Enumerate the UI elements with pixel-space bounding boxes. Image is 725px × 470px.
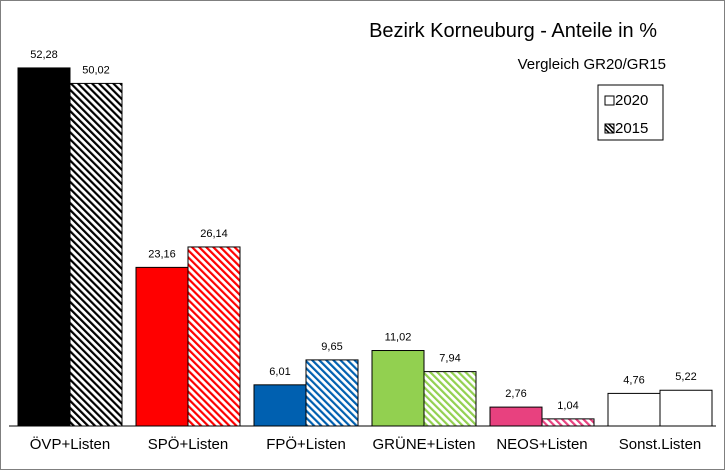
legend-swatch-2020 [604, 95, 615, 106]
data-label-neos-listen-2020: 2,76 [505, 388, 526, 400]
bar-fpö-listen-2015 [305, 359, 359, 427]
data-label-grüne-listen-2015: 7,94 [439, 353, 460, 365]
x-tick-label-övp-listen: ÖVP+Listen [30, 435, 110, 453]
data-label-sonst-listen-2015: 5,22 [675, 371, 696, 383]
bar-neos-listen-2020 [489, 406, 543, 427]
bar-fpö-listen-2020 [253, 384, 307, 427]
x-tick-label-fpö-listen: FPÖ+Listen [266, 435, 346, 453]
data-label-övp-listen-2015: 50,02 [82, 64, 110, 76]
x-tick-label-neos-listen: NEOS+Listen [496, 436, 587, 453]
x-tick-label-grüne-listen: GRÜNE+Listen [373, 435, 476, 453]
bar-övp-listen-2020 [17, 67, 71, 427]
chart-subtitle: Vergleich GR20/GR15 [518, 56, 666, 73]
bar-grüne-listen-2020 [371, 350, 425, 427]
data-label-spö-listen-2015: 26,14 [200, 228, 228, 240]
bar-spö-listen-2020 [135, 266, 189, 427]
data-label-fpö-listen-2015: 9,65 [321, 341, 342, 353]
bar-neos-listen-2015 [541, 418, 595, 427]
bar-spö-listen-2015 [187, 246, 241, 427]
legend-swatch-2015 [604, 123, 615, 134]
bars-group: 52,28 50,02 23,16 26,14 6,01 9,65 11,02 7,94 2,7… [17, 49, 713, 427]
data-label-övp-listen-2020: 52,28 [30, 49, 58, 61]
bar-grüne-listen-2015 [423, 371, 477, 427]
legend-label-2015: 2015 [615, 120, 648, 137]
bar-sonst-listen-2020 [607, 392, 661, 427]
data-label-neos-listen-2015: 1,04 [557, 400, 578, 412]
legend-label-2020: 2020 [615, 92, 648, 109]
x-tick-label-sonst-listen: Sonst.Listen [619, 436, 702, 453]
chart-title: Bezirk Korneuburg - Anteile in % [369, 20, 657, 42]
legend: 2020 2015 [597, 84, 664, 141]
data-label-sonst-listen-2020: 4,76 [623, 374, 644, 386]
bar-sonst-listen-2015 [659, 389, 713, 427]
data-label-fpö-listen-2020: 6,01 [269, 366, 290, 378]
bar-övp-listen-2015 [69, 82, 123, 427]
data-label-grüne-listen-2020: 11,02 [385, 332, 412, 344]
x-tick-label-spö-listen: SPÖ+Listen [148, 435, 228, 453]
data-label-spö-listen-2020: 23,16 [148, 248, 176, 260]
x-axis-labels: ÖVP+Listen SPÖ+Listen FPÖ+Listen GRÜNE+List… [30, 435, 702, 453]
